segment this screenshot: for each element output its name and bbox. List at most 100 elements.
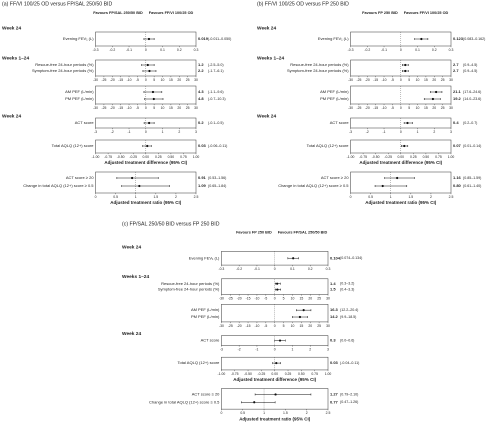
value-label: 0.4 [453, 120, 459, 125]
x-tick-label: 30 [449, 78, 453, 82]
x-tick-label: -1 [128, 130, 131, 134]
estimate-point [274, 393, 277, 396]
x-tick-label: -30 [93, 78, 98, 82]
x-tick-label: 1.5 [153, 195, 158, 199]
x-tick-label: 0.25 [285, 372, 292, 376]
value-label: 2.2 [198, 68, 204, 73]
x-tick-label: 30 [194, 78, 198, 82]
x-tick-label: -30 [219, 324, 224, 328]
x-tick-label: 0.1 [290, 267, 295, 271]
value-label: 0.019 [198, 36, 209, 41]
x-tick-label: -25 [228, 296, 233, 300]
estimate-point [292, 257, 295, 260]
x-tick-label: 0 [400, 106, 402, 110]
x-axis-label: Adjusted treatment ratio (95% CI) [110, 200, 182, 205]
x-tick-label: -15 [118, 106, 123, 110]
estimate-point [403, 144, 406, 148]
value-label: 1.27 [330, 392, 339, 397]
x-tick-label: -20 [110, 106, 115, 110]
forest-panel: (b) FF/VI 100/25 OD versus FP 250 BID Fav… [257, 1, 485, 205]
x-tick-label: -15 [373, 78, 378, 82]
row-label: Rescue-free 24-hour periods (%) [161, 281, 220, 286]
estimate-point [431, 97, 435, 101]
x-tick-label: 0.00 [397, 155, 404, 159]
panel-title: (b) FF/VI 100/25 OD versus FP 250 BID [257, 1, 349, 7]
x-tick-label: -25 [356, 106, 361, 110]
x-tick-label: 0.5 [113, 195, 118, 199]
row-label: Rescue-free 24-hour periods (%) [35, 62, 94, 67]
value-label: 0.80 [453, 183, 462, 188]
x-tick-label: -2 [111, 130, 114, 134]
x-tick-label: -5 [136, 106, 139, 110]
estimate-point [147, 37, 151, 41]
row-label: AM PEF (L/min) [65, 89, 94, 94]
x-tick-label: -30 [348, 78, 353, 82]
x-tick-label: -10 [127, 78, 132, 82]
x-tick-label: 0 [274, 324, 276, 328]
x-tick-label: 10 [416, 78, 420, 82]
x-tick-label: 20 [432, 78, 436, 82]
section-heading: Week 24 [122, 245, 141, 251]
x-tick-label: 25 [186, 106, 190, 110]
x-tick-label: -20 [237, 324, 242, 328]
ci-label: (0.01–0.14) [463, 144, 481, 148]
ci-label: (0.65–1.84) [208, 184, 226, 188]
panel-title: (a) FF/VI 100/25 OD versus FP/SAL 250/50… [2, 1, 112, 7]
x-tick-label: 0.3 [326, 267, 331, 271]
x-tick-label: 1 [135, 195, 137, 199]
value-label: 0.91 [198, 175, 207, 180]
x-tick-label: 0 [400, 48, 402, 52]
x-tick-label: 3 [195, 130, 197, 134]
x-tick-label: 1.5 [283, 411, 288, 415]
x-tick-label: 0 [220, 411, 222, 415]
ci-label: (14.0–23.6) [463, 97, 481, 101]
row-label: Total AQLQ (12+) score [177, 360, 220, 365]
ci-label: (-2.5–5.0) [208, 63, 224, 67]
x-tick-label: 25 [441, 78, 445, 82]
estimate-point [404, 63, 407, 67]
favours-left: Favours FP 250 BID [236, 231, 272, 235]
favours-right: Favours FF/VI 100/25 OD [404, 11, 449, 15]
x-axis-label: Adjusted treatment difference (95% CI) [359, 160, 442, 165]
section-heading: Weeks 1–24 [257, 55, 284, 61]
row-label: Change in total AQLQ (12+) score ≥ 0.5 [23, 183, 94, 188]
ci-label: (0.61–1.40) [463, 184, 481, 188]
estimate-point [406, 121, 409, 125]
estimate-point [396, 176, 399, 180]
estimate-point [152, 97, 155, 101]
row-label: ACT score ≥ 20 [321, 175, 349, 180]
x-tick-label: -10 [254, 324, 259, 328]
estimate-point [302, 309, 305, 312]
value-label: 0.03 [330, 360, 339, 365]
estimate-point [138, 184, 141, 188]
x-tick-label: -1 [383, 130, 386, 134]
x-tick-label: -0.3 [348, 48, 354, 52]
x-tick-label: 0 [274, 296, 276, 300]
plot-box [350, 171, 452, 194]
x-tick-label: -2 [366, 130, 369, 134]
x-tick-label: -0.75 [359, 155, 367, 159]
row-label: Total AQLQ (12+) score [307, 143, 350, 148]
row-label: Symptom-free 24-hour periods (%) [158, 287, 220, 292]
row-label: ACT score ≥ 20 [192, 392, 220, 397]
x-tick-label: -0.25 [129, 155, 137, 159]
x-tick-label: 30 [194, 106, 198, 110]
x-tick-label: 0.3 [194, 48, 199, 52]
favours-left: Favours FP 250 BID [362, 11, 398, 15]
x-tick-label: 30 [326, 296, 330, 300]
x-tick-label: 0.00 [271, 372, 278, 376]
x-tick-label: 30 [326, 324, 330, 328]
x-tick-label: -0.2 [236, 267, 242, 271]
x-tick-label: 10 [161, 106, 165, 110]
row-label: Evening FEV₁ (L) [63, 36, 94, 41]
x-tick-label: 1 [162, 130, 164, 134]
ci-label: (0.85–1.59) [463, 176, 481, 180]
ci-label: (-1.7–6.1) [208, 69, 224, 73]
section-heading: Week 24 [257, 25, 276, 31]
x-tick-label: -5 [136, 78, 139, 82]
x-tick-label: 0.2 [432, 48, 437, 52]
x-tick-label: -20 [110, 78, 115, 82]
row-label: Evening FEV₁ (L) [318, 36, 349, 41]
estimate-point [404, 69, 407, 73]
value-label: 1.5 [330, 287, 336, 292]
